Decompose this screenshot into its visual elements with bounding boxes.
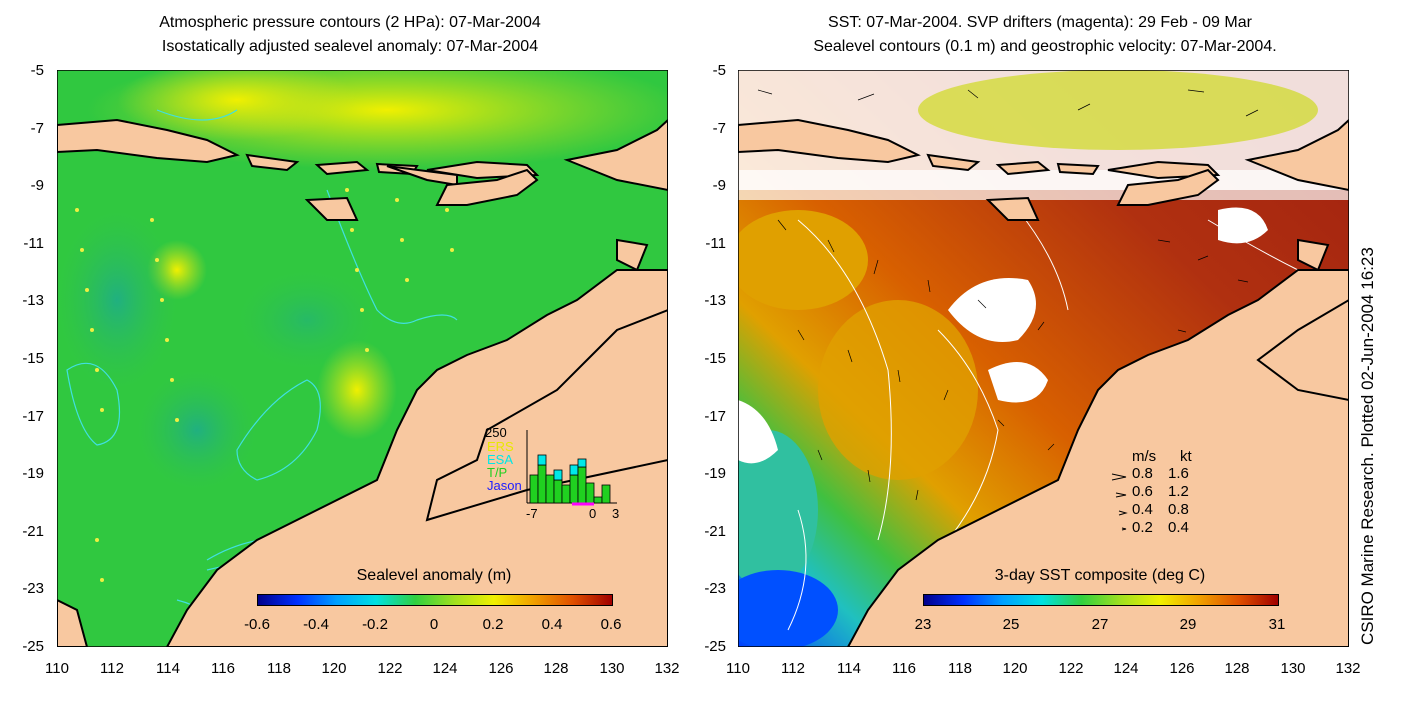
altimeter-track-dots [75, 188, 454, 582]
right-ytick: -19 [704, 465, 726, 482]
right-map-panel: m/s kt 0.8 1.6 0.6 1.2 0.4 0.8 0.2 0.4 3… [738, 70, 1349, 647]
left-cb-tick-1: -0.4 [303, 616, 329, 633]
left-xtick: 110 [45, 660, 69, 677]
left-ytick: -15 [22, 350, 44, 367]
sealevel-contours [787, 209, 1299, 631]
geostrophic-velocity-arrows [757, 89, 1287, 501]
right-title-line2: Sealevel contours (0.1 m) and geostrophi… [813, 38, 1277, 55]
vel-row-kt: 1.2 [1168, 483, 1189, 500]
left-title-line2: Isostatically adjusted sealevel anomaly:… [161, 38, 539, 55]
right-colorbar-label: 3-day SST composite (deg C) [994, 567, 1206, 584]
left-ytick: -23 [22, 580, 44, 597]
right-ytick: -7 [712, 120, 726, 137]
vel-row-ms: 0.2 [1132, 519, 1153, 536]
vel-row-kt: 0.4 [1168, 519, 1189, 536]
left-xtick: 122 [377, 660, 403, 677]
left-ytick: -25 [22, 638, 44, 655]
right-title-line1: SST: 07-Mar-2004. SVP drifters (magenta)… [828, 14, 1252, 31]
left-ytick: -21 [22, 523, 44, 540]
right-cb-tick-0: 23 [914, 616, 932, 633]
right-cb-tick-4: 31 [1268, 616, 1286, 633]
inset-legend-ers: ERS [487, 439, 514, 454]
right-ytick: -25 [704, 638, 726, 655]
right-ytick: -15 [704, 350, 726, 367]
left-cb-tick-4: 0.2 [482, 616, 504, 633]
right-xtick: 130 [1280, 660, 1306, 677]
vel-arrow-icons [1111, 473, 1128, 531]
inset-legend-esa: ESA [487, 452, 514, 467]
left-ytick: -11 [23, 235, 44, 252]
right-xtick: 110 [726, 660, 750, 677]
velocity-legend: m/s kt 0.8 1.6 0.6 1.2 0.4 0.8 0.2 0.4 [1108, 448, 1258, 548]
right-xtick: 126 [1169, 660, 1195, 677]
left-cb-tick-5: 0.4 [541, 616, 563, 633]
left-ytick: -13 [22, 292, 44, 309]
left-colorbar [257, 594, 613, 606]
left-ytick: -17 [22, 408, 44, 425]
right-xtick: 112 [781, 660, 805, 677]
vel-header-kt: kt [1180, 448, 1192, 465]
land-masses [57, 118, 668, 647]
right-xtick: 132 [1335, 660, 1361, 677]
left-xtick: 120 [321, 660, 347, 677]
right-xtick: 120 [1002, 660, 1028, 677]
right-xtick: 124 [1113, 660, 1139, 677]
right-xtick: 122 [1058, 660, 1084, 677]
right-ytick: -23 [704, 580, 726, 597]
left-map-panel: 250 ERS ESA T/P Jason [57, 70, 668, 647]
plot-credit: CSIRO Marine Research. Plotted 02-Jun-20… [1358, 247, 1377, 645]
left-xtick: 124 [432, 660, 458, 677]
right-xtick: 128 [1224, 660, 1250, 677]
right-colorbar [923, 594, 1279, 606]
right-xtick: 118 [948, 660, 972, 677]
vel-row-ms: 0.4 [1132, 501, 1153, 518]
right-cb-tick-2: 27 [1091, 616, 1109, 633]
vel-row-kt: 0.8 [1168, 501, 1189, 518]
left-xtick: 116 [211, 660, 235, 677]
left-cb-tick-3: 0 [429, 616, 439, 633]
right-xtick: 114 [837, 660, 861, 677]
right-ytick: -21 [704, 523, 726, 540]
left-xtick: 126 [488, 660, 514, 677]
left-cb-tick-6: 0.6 [600, 616, 622, 633]
vel-row-kt: 1.6 [1168, 465, 1189, 482]
inset-xtick-0: -7 [526, 506, 538, 521]
right-xtick: 116 [892, 660, 916, 677]
left-ytick: -5 [30, 62, 44, 79]
mission-histogram-inset: 250 ERS ESA T/P Jason [482, 425, 632, 525]
vel-row-ms: 0.6 [1132, 483, 1153, 500]
right-ytick: -17 [704, 408, 726, 425]
left-colorbar-label: Sealevel anomaly (m) [356, 567, 512, 584]
sst-map [738, 70, 1349, 647]
left-cb-tick-0: -0.6 [244, 616, 270, 633]
inset-xtick-2: 3 [612, 506, 620, 521]
right-ytick: -13 [704, 292, 726, 309]
right-ytick: -11 [705, 235, 726, 252]
sealevel-anomaly-map [57, 70, 668, 647]
inset-xtick-1: 0 [589, 506, 597, 521]
left-cb-tick-2: -0.2 [362, 616, 388, 633]
vel-row-ms: 0.8 [1132, 465, 1153, 482]
right-cb-tick-3: 29 [1179, 616, 1197, 633]
land-masses-right [738, 118, 1349, 647]
left-ytick: -19 [22, 465, 44, 482]
left-xtick: 132 [654, 660, 680, 677]
left-xtick: 130 [599, 660, 625, 677]
left-xtick: 114 [156, 660, 180, 677]
left-ytick: -7 [30, 120, 44, 137]
right-cb-tick-1: 25 [1002, 616, 1020, 633]
vel-header-ms: m/s [1132, 448, 1157, 465]
inset-legend-tp: T/P [487, 465, 508, 480]
left-title-line1: Atmospheric pressure contours (2 HPa): 0… [159, 14, 541, 31]
inset-legend-jason: Jason [487, 478, 522, 493]
left-ytick: -9 [30, 177, 44, 194]
inset-ymax-label: 250 [485, 425, 507, 440]
inset-bars [526, 430, 617, 506]
right-ytick: -5 [712, 62, 726, 79]
left-xtick: 128 [543, 660, 569, 677]
right-ytick: -9 [712, 177, 726, 194]
left-xtick: 118 [267, 660, 291, 677]
left-xtick: 112 [100, 660, 124, 677]
